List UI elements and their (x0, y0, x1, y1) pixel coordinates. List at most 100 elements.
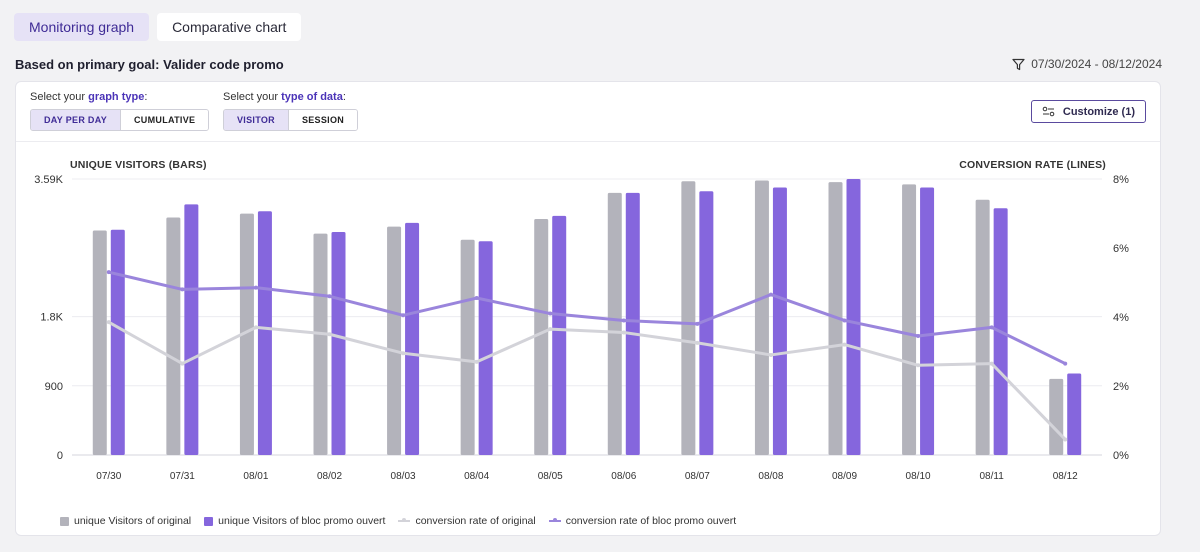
customize-label: Customize (1) (1062, 105, 1135, 118)
line-point (548, 311, 553, 316)
line-point (695, 340, 700, 345)
line-point (548, 327, 553, 332)
legend-item-bloc-conversion[interactable]: conversion rate of bloc promo ouvert (548, 515, 736, 527)
line-point (621, 318, 626, 323)
y-right-tick-label: 6% (1113, 243, 1129, 255)
data-type-toggle: VISITOR SESSION (223, 109, 359, 131)
bar (257, 211, 272, 455)
bar (239, 213, 254, 455)
line-point (989, 325, 994, 330)
bar (699, 191, 714, 455)
line-point (401, 351, 406, 356)
y-left-tick-label: 3.59K (34, 174, 63, 186)
line-point (916, 363, 921, 368)
line-point (180, 287, 185, 292)
bar (313, 233, 328, 455)
bar (331, 232, 346, 455)
graph-type-label: Select your graph type: (30, 91, 148, 103)
line-point (842, 342, 847, 347)
bar (607, 192, 622, 455)
tab-monitoring-graph[interactable]: Monitoring graph (14, 13, 150, 41)
sliders-icon (1042, 106, 1055, 117)
legend-item-original-conversion[interactable]: conversion rate of original (398, 515, 536, 527)
line-point (401, 313, 406, 318)
bar (110, 229, 125, 455)
line-point (474, 296, 479, 301)
bar (405, 222, 420, 455)
legend-swatch (204, 516, 214, 526)
bar (478, 241, 493, 455)
bar (552, 215, 567, 455)
y-right-tick-label: 8% (1113, 174, 1129, 186)
legend-item-original-visitors[interactable]: unique Visitors of original (60, 515, 191, 527)
y-right-tick-label: 2% (1113, 381, 1129, 393)
x-tick-label: 08/12 (1053, 471, 1078, 482)
chart-toolbar: Select your graph type: DAY PER DAY CUMU… (16, 82, 1160, 142)
bar (1067, 373, 1082, 455)
series-line (107, 320, 1067, 441)
bar (772, 187, 787, 455)
filter-icon (1012, 58, 1025, 70)
x-tick-label: 08/08 (758, 471, 783, 482)
line-point (180, 361, 185, 366)
legend-swatch (60, 516, 69, 526)
bar (460, 239, 475, 455)
line-point (768, 352, 773, 357)
view-tabs: Monitoring graph Comparative chart (14, 13, 302, 41)
y-left-tick-label: 1.8K (40, 312, 63, 324)
tab-comparative-chart[interactable]: Comparative chart (157, 13, 302, 41)
y-left-axis-title: UNIQUE VISITORS (BARS) (70, 159, 207, 171)
visitors-conversion-chart: 0 900 1.8K 3.59K 0% 2% 4% 6% 8% UNIQUE VISITORS (… (34, 159, 1129, 482)
graph-type-group: Select your graph type: DAY PER DAY CUMU… (30, 91, 210, 131)
bar (902, 184, 917, 455)
bar (681, 181, 696, 455)
date-range-filter[interactable]: 07/30/2024 - 08/12/2024 (1012, 57, 1162, 71)
line-point (989, 361, 994, 366)
x-tick-label: 08/07 (685, 471, 710, 482)
bar (1049, 378, 1064, 455)
data-type-label: Select your type of data: (223, 91, 346, 103)
line-point (474, 359, 479, 364)
primary-goal-title: Based on primary goal: Valider code prom… (15, 57, 284, 72)
line-point (621, 330, 626, 335)
x-tick-label: 07/30 (96, 471, 121, 482)
x-tick-label: 08/04 (464, 471, 489, 482)
x-tick-label: 08/10 (906, 471, 931, 482)
line-point (253, 325, 258, 330)
bar (184, 204, 199, 455)
bar (92, 230, 107, 455)
bar (166, 217, 181, 455)
line-point (842, 318, 847, 323)
y-right-tick-label: 0% (1113, 450, 1129, 462)
y-left-tick-label: 0 (57, 450, 63, 462)
line-point (695, 321, 700, 326)
chart-card: Select your graph type: DAY PER DAY CUMU… (15, 81, 1161, 536)
x-tick-label: 08/02 (317, 471, 342, 482)
customize-button[interactable]: Customize (1) (1030, 100, 1146, 123)
bar (846, 179, 861, 455)
cumulative-button[interactable]: CUMULATIVE (120, 110, 209, 130)
day-per-day-button[interactable]: DAY PER DAY (31, 110, 120, 130)
legend-swatch (398, 518, 411, 522)
x-tick-label: 08/11 (979, 471, 1004, 482)
bar (920, 187, 935, 455)
x-tick-label: 08/09 (832, 471, 857, 482)
chart-legend: unique Visitors of original unique Visit… (60, 515, 736, 527)
line-point (327, 294, 332, 299)
graph-type-toggle: DAY PER DAY CUMULATIVE (30, 109, 210, 131)
visitor-button[interactable]: VISITOR (224, 110, 288, 130)
bar (387, 226, 402, 455)
y-right-axis-title: CONVERSION RATE (LINES) (959, 159, 1106, 171)
legend-item-bloc-visitors[interactable]: unique Visitors of bloc promo ouvert (204, 515, 385, 527)
line-point (327, 332, 332, 337)
line-point (768, 292, 773, 297)
line-point (1063, 437, 1068, 442)
y-left-tick-label: 900 (45, 381, 63, 393)
bar (625, 192, 640, 455)
line-point (916, 333, 921, 338)
session-button[interactable]: SESSION (287, 110, 358, 130)
line-point (106, 270, 111, 275)
legend-swatch (548, 518, 561, 522)
line-point (1063, 361, 1068, 366)
x-tick-label: 08/06 (611, 471, 636, 482)
